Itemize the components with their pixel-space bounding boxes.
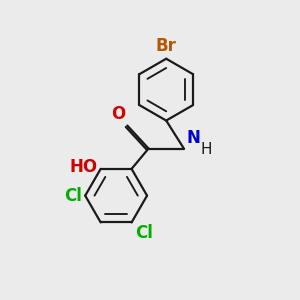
- Text: N: N: [186, 129, 200, 147]
- Text: H: H: [200, 142, 212, 158]
- Text: O: O: [111, 105, 125, 123]
- Text: Cl: Cl: [135, 224, 153, 242]
- Text: Br: Br: [156, 37, 177, 55]
- Text: HO: HO: [69, 158, 97, 176]
- Text: Cl: Cl: [64, 187, 82, 205]
